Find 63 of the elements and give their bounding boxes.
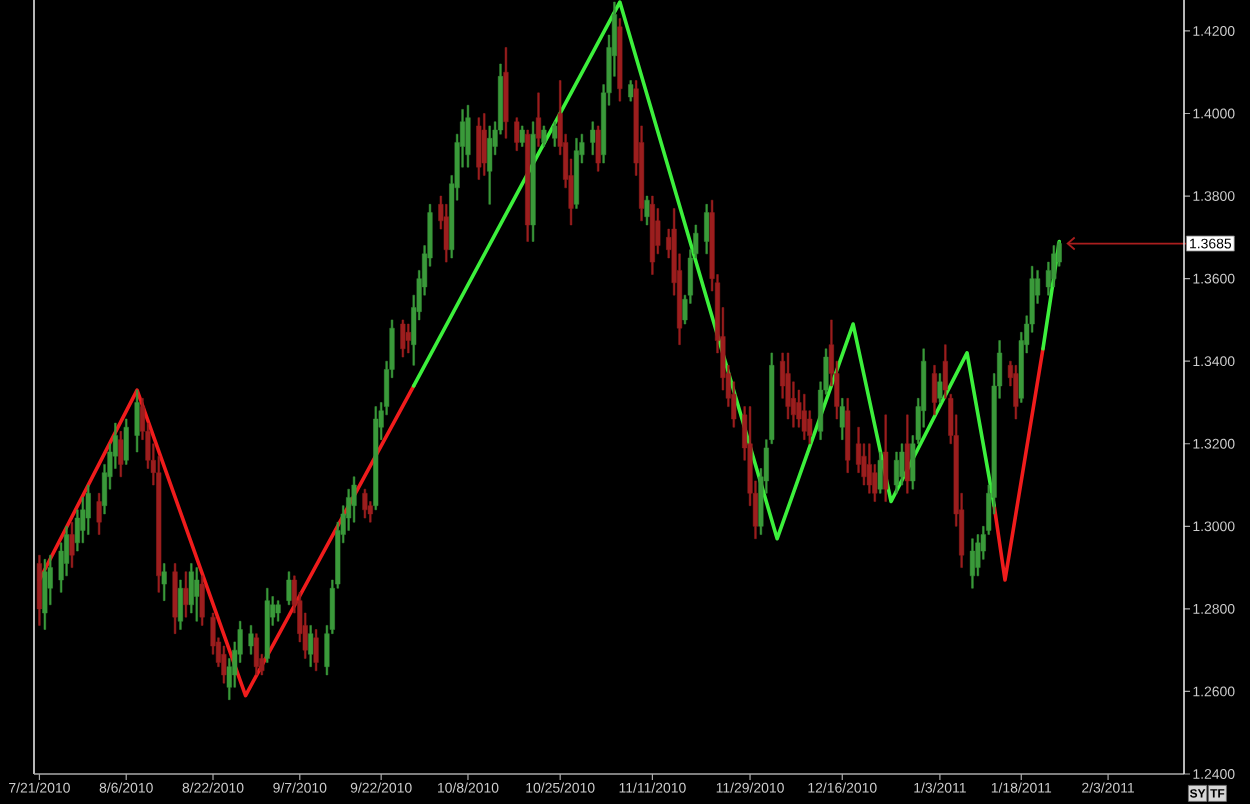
candlestick (877, 451, 883, 494)
candlestick (969, 538, 975, 589)
candlestick (525, 129, 531, 242)
candlestick (188, 563, 194, 614)
candlestick (351, 476, 357, 523)
candlestick (123, 418, 129, 465)
candlestick (134, 389, 140, 453)
candlestick (893, 451, 900, 494)
candlestick (405, 323, 411, 354)
candlestick (514, 117, 520, 151)
candlestick (85, 484, 91, 535)
candlestick (400, 319, 406, 358)
candlestick (845, 398, 851, 473)
candlestick (883, 414, 889, 502)
candlestick (264, 587, 270, 663)
candlestick (931, 365, 938, 416)
candlestick (519, 125, 525, 147)
candlestick (69, 521, 75, 568)
candlestick (590, 121, 596, 156)
candlestick (899, 443, 905, 486)
candlestick (866, 443, 872, 494)
candlestick (313, 629, 319, 672)
candlestick (573, 138, 579, 209)
candlestick (937, 373, 943, 403)
candlestick (42, 559, 48, 630)
candlestick (530, 121, 536, 242)
candlestick (487, 125, 493, 205)
candlestick (552, 121, 558, 147)
candlestick (308, 625, 314, 667)
candlestick (221, 645, 227, 684)
candlestick (248, 625, 254, 655)
candlestick (177, 579, 183, 630)
candlestick (644, 195, 650, 226)
candlestick (253, 633, 259, 676)
candlestick (628, 80, 634, 102)
candlestick (541, 125, 547, 147)
candlestick (649, 195, 655, 275)
candlestick (118, 431, 124, 478)
candlestick (96, 493, 102, 535)
candlestick (481, 113, 487, 176)
candlestick (535, 92, 542, 147)
candlestick (286, 571, 292, 605)
candlestick (595, 125, 601, 172)
candlestick (503, 47, 509, 139)
candlestick (199, 575, 205, 626)
candlestick (904, 414, 910, 494)
candlestick (275, 600, 281, 622)
candlestick (801, 393, 807, 440)
candlestick (183, 571, 189, 618)
candlestick (1013, 365, 1019, 420)
candlestick (1051, 245, 1057, 288)
candlestick (36, 554, 42, 626)
candlestick (839, 398, 845, 440)
candlestick (476, 117, 482, 180)
candlestick (617, 18, 623, 102)
candlestick (785, 352, 791, 420)
candlestick (373, 406, 379, 511)
candlestick (194, 567, 200, 622)
candlestick (362, 488, 368, 519)
candlestick (172, 563, 178, 634)
candlestick (465, 105, 471, 168)
candlestick (161, 563, 167, 601)
candlestick (704, 204, 710, 255)
